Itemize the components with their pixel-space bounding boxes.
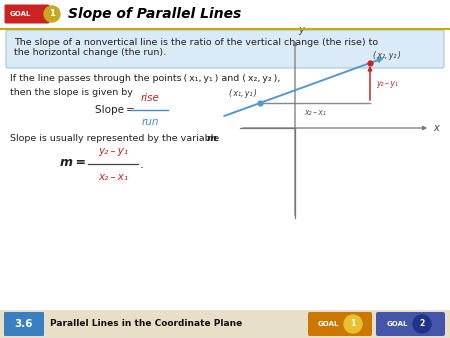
Text: Slope of Parallel Lines: Slope of Parallel Lines xyxy=(68,7,241,21)
Text: x₂ – x₁: x₂ – x₁ xyxy=(98,172,128,182)
Text: the horizontal change (the run).: the horizontal change (the run). xyxy=(14,48,166,57)
Text: 3.6: 3.6 xyxy=(15,319,33,329)
Bar xyxy=(0,310,450,338)
Text: ( x₂, y₂ ): ( x₂, y₂ ) xyxy=(373,51,401,60)
FancyBboxPatch shape xyxy=(6,30,444,68)
Bar xyxy=(0,0,450,30)
Text: GOAL: GOAL xyxy=(386,321,408,327)
Text: Slope =: Slope = xyxy=(95,105,135,115)
Text: y₂ – y₁: y₂ – y₁ xyxy=(376,78,398,88)
Text: Parallel Lines in the Coordinate Plane: Parallel Lines in the Coordinate Plane xyxy=(50,319,242,329)
Text: then the slope is given by: then the slope is given by xyxy=(10,88,133,97)
Text: m =: m = xyxy=(60,156,86,169)
FancyBboxPatch shape xyxy=(4,4,50,24)
Text: 1: 1 xyxy=(351,319,356,329)
Text: .: . xyxy=(140,158,144,170)
Text: rise: rise xyxy=(140,93,159,103)
FancyBboxPatch shape xyxy=(376,312,445,336)
Text: m.: m. xyxy=(207,134,220,143)
Circle shape xyxy=(344,315,362,333)
Text: run: run xyxy=(141,117,159,127)
Text: If the line passes through the points ( x₁, y₁ ) and ( x₂, y₂ ),: If the line passes through the points ( … xyxy=(10,74,280,83)
FancyBboxPatch shape xyxy=(308,312,372,336)
Circle shape xyxy=(413,315,431,333)
Text: y₂ – y₁: y₂ – y₁ xyxy=(98,146,128,156)
Text: x: x xyxy=(433,123,439,133)
Text: GOAL: GOAL xyxy=(9,11,31,17)
Circle shape xyxy=(44,6,60,22)
Text: Slope is usually represented by the variable: Slope is usually represented by the vari… xyxy=(10,134,221,143)
Text: x₂ – x₁: x₂ – x₁ xyxy=(304,108,326,117)
Text: ( x₁, y₁ ): ( x₁, y₁ ) xyxy=(229,89,257,98)
Text: 2: 2 xyxy=(419,319,425,329)
Text: 1: 1 xyxy=(49,9,55,19)
Text: The slope of a nonvertical line is the ratio of the vertical change (the rise) t: The slope of a nonvertical line is the r… xyxy=(14,38,378,47)
Text: GOAL: GOAL xyxy=(317,321,339,327)
FancyBboxPatch shape xyxy=(4,312,44,336)
Text: y: y xyxy=(298,25,304,35)
